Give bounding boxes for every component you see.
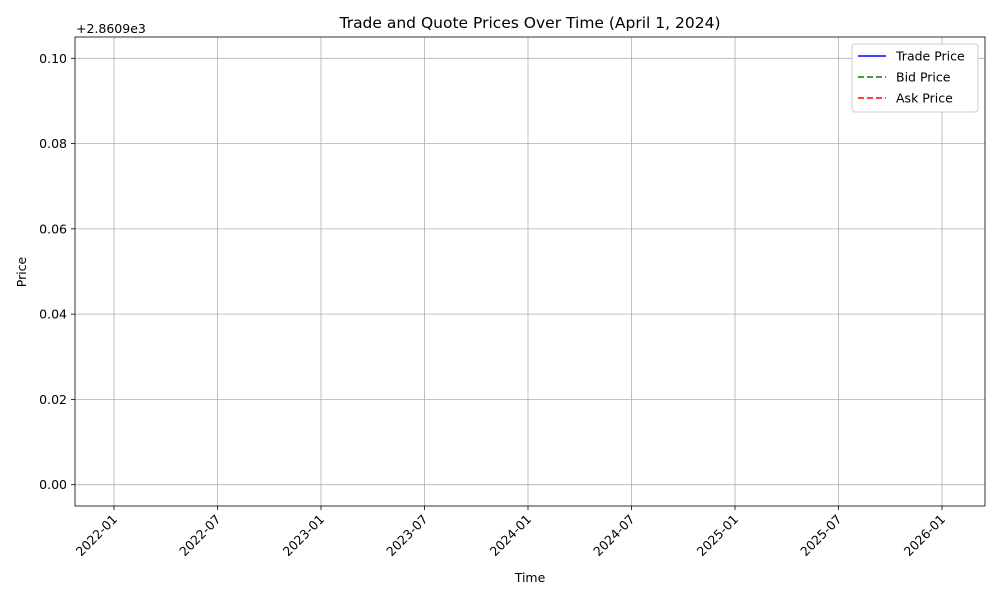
y-tick-label: 0.10 — [39, 51, 67, 66]
x-tick-label: 2025-07 — [797, 512, 845, 560]
y-tick-label: 0.00 — [39, 477, 67, 492]
plot-frame — [74, 36, 986, 507]
legend-box — [851, 43, 979, 113]
legend-label-ask: Ask Price — [896, 91, 953, 106]
x-tick-label: 2023-01 — [280, 512, 328, 560]
x-tick-label: 2024-07 — [590, 512, 638, 560]
y-offset-label: +2.8609e3 — [76, 21, 146, 36]
x-tick-label: 2023-07 — [383, 512, 431, 560]
x-tick-label: 2025-01 — [694, 512, 742, 560]
x-tick-label: 2022-01 — [73, 512, 121, 560]
legend-label-bid: Bid Price — [896, 70, 951, 85]
grid-layer — [75, 37, 985, 506]
legend-label-trade: Trade Price — [895, 49, 965, 64]
y-axis-label: Price — [14, 256, 29, 287]
x-axis-label: Time — [514, 570, 546, 585]
y-tick-label: 0.04 — [39, 307, 67, 322]
y-tick-label: 0.06 — [39, 221, 67, 236]
x-tick-label: 2024-01 — [487, 512, 535, 560]
legend: Trade Price Bid Price Ask Price — [851, 43, 979, 113]
ticks-layer: 0.00 0.02 0.04 0.06 0.08 0.10 2022-01 2022-07 20… — [39, 51, 948, 559]
y-tick-label: 0.08 — [39, 136, 67, 151]
y-tick-label: 0.02 — [39, 392, 67, 407]
x-tick-label: 2026-01 — [901, 512, 949, 560]
chart-title: Trade and Quote Prices Over Time (April … — [339, 14, 721, 32]
x-tick-label: 2022-07 — [176, 512, 224, 560]
